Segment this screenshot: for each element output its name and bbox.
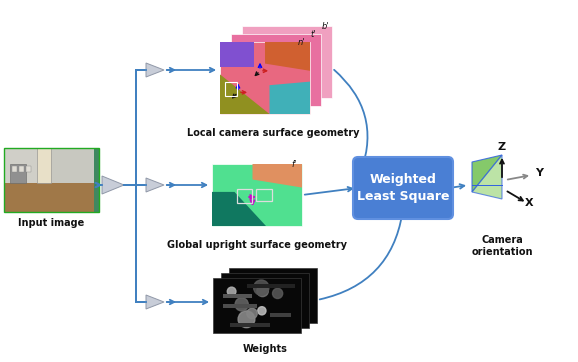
Polygon shape (472, 155, 502, 192)
Bar (237, 189, 251, 203)
Bar (224, 303, 257, 307)
Bar (94, 148, 99, 212)
Bar (19, 166, 24, 172)
Polygon shape (4, 183, 99, 212)
Text: Weights: Weights (243, 344, 287, 354)
Circle shape (258, 307, 266, 315)
Bar (12, 166, 17, 172)
Bar (223, 294, 252, 298)
Bar (26, 166, 31, 172)
Bar (10, 164, 26, 183)
Bar (4, 148, 99, 212)
Text: b': b' (321, 22, 329, 31)
Bar (212, 164, 302, 226)
Bar (225, 81, 237, 96)
Circle shape (272, 289, 283, 299)
Text: n': n' (298, 38, 305, 47)
Polygon shape (212, 192, 266, 226)
Polygon shape (253, 164, 302, 188)
Polygon shape (220, 75, 269, 114)
Polygon shape (146, 178, 164, 192)
Circle shape (257, 285, 268, 296)
Polygon shape (146, 63, 164, 77)
Circle shape (227, 287, 236, 296)
Polygon shape (220, 42, 254, 67)
Text: X: X (525, 198, 533, 208)
Bar (4, 148, 99, 212)
Bar (220, 42, 310, 114)
Bar (221, 273, 309, 328)
Circle shape (235, 298, 249, 311)
Circle shape (247, 308, 257, 319)
Text: Local camera surface geometry: Local camera surface geometry (187, 128, 360, 138)
Bar (230, 323, 270, 327)
Bar (231, 34, 321, 106)
Text: Camera
orientation: Camera orientation (471, 235, 533, 257)
Polygon shape (102, 176, 124, 194)
Bar (229, 268, 317, 323)
Text: Z: Z (498, 142, 506, 152)
Bar (242, 26, 332, 98)
Polygon shape (4, 148, 44, 183)
Text: Global upright surface geometry: Global upright surface geometry (167, 240, 347, 250)
Bar (37, 148, 50, 183)
Bar (270, 313, 291, 317)
Text: f': f' (292, 160, 297, 169)
Text: Weighted
Least Square: Weighted Least Square (357, 173, 449, 203)
Polygon shape (269, 81, 310, 114)
Bar (256, 189, 272, 201)
Bar (213, 278, 301, 333)
Circle shape (238, 311, 255, 328)
Text: Y: Y (535, 168, 543, 178)
Circle shape (254, 280, 269, 295)
FancyBboxPatch shape (353, 157, 453, 219)
Bar (4, 148, 99, 183)
Polygon shape (265, 42, 310, 71)
Text: t': t' (310, 30, 316, 39)
Bar (247, 284, 295, 288)
Polygon shape (472, 155, 502, 199)
Polygon shape (146, 295, 164, 309)
Text: Input image: Input image (18, 218, 84, 228)
Polygon shape (231, 70, 280, 106)
